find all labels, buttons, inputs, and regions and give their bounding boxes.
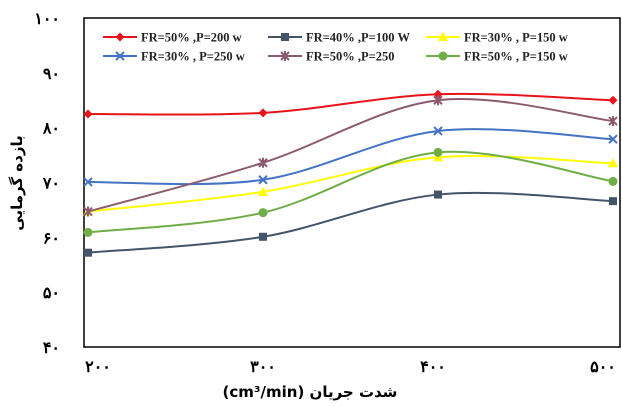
legend-label: FR=50% , P=150 w bbox=[464, 50, 568, 64]
y-tick-labels: ۴۰ ۵۰ ۶۰ ۷۰ ۸۰ ۹۰ ۱۰۰ bbox=[34, 9, 60, 357]
x-tick-label: ۵۰۰ bbox=[590, 357, 616, 376]
y-tick-label: ۶۰ bbox=[43, 228, 60, 247]
y-tick-label: ۸۰ bbox=[42, 119, 60, 138]
legend-item: FR=50% ,P=250 bbox=[268, 50, 395, 64]
data-point bbox=[608, 176, 618, 186]
data-point bbox=[608, 134, 618, 144]
legend: FR=50% ,P=200 w FR=40% ,P=100 W FR=30% , P… bbox=[103, 31, 568, 64]
legend-item: FR=30% , P=250 w bbox=[103, 50, 245, 64]
legend-marker bbox=[280, 51, 290, 61]
data-point bbox=[83, 109, 93, 119]
legend-marker bbox=[438, 51, 448, 61]
data-point bbox=[258, 186, 268, 196]
series-6 bbox=[83, 147, 618, 237]
data-point bbox=[433, 89, 443, 99]
series-2 bbox=[84, 190, 617, 257]
x-axis-title: شدت جریان (cm³/min) bbox=[223, 383, 398, 401]
legend-marker bbox=[115, 32, 125, 42]
data-point bbox=[258, 157, 268, 168]
legend-item: FR=40% ,P=100 W bbox=[268, 31, 410, 45]
series-1 bbox=[83, 89, 618, 119]
legend-marker bbox=[115, 51, 125, 61]
legend-item: FR=50% , P=150 w bbox=[426, 50, 568, 64]
data-point bbox=[83, 206, 93, 217]
series-line bbox=[87, 128, 614, 186]
data-point bbox=[83, 177, 93, 187]
legend-label: FR=30% , P=150 w bbox=[464, 31, 568, 45]
y-axis-title: بازده گرمایی bbox=[8, 135, 26, 230]
x-tick-label: ۲۰۰ bbox=[85, 357, 111, 376]
legend-marker bbox=[438, 32, 448, 41]
y-tick-label: ۴۰ bbox=[43, 338, 60, 357]
y-tick-label: ۹۰ bbox=[43, 64, 60, 83]
series-line bbox=[87, 154, 614, 213]
x-tick-label: ۴۰۰ bbox=[420, 357, 446, 376]
data-point bbox=[434, 190, 442, 199]
series-4 bbox=[83, 126, 618, 187]
data-point bbox=[608, 116, 618, 127]
data-point bbox=[433, 126, 443, 136]
legend-label: FR=50% ,P=200 w bbox=[141, 31, 242, 45]
legend-label: FR=50% ,P=250 bbox=[306, 50, 395, 64]
y-tick-label: ۷۰ bbox=[42, 174, 60, 193]
data-point bbox=[433, 147, 443, 157]
data-point bbox=[433, 95, 443, 106]
series-5 bbox=[83, 95, 618, 217]
data-point bbox=[83, 227, 93, 237]
data-point bbox=[609, 197, 617, 206]
legend-label: FR=40% ,P=100 W bbox=[306, 31, 410, 45]
data-point bbox=[258, 208, 268, 218]
x-tick-labels: ۲۰۰ ۳۰۰ ۴۰۰ ۵۰۰ bbox=[85, 357, 616, 376]
series-line bbox=[87, 191, 614, 254]
legend-item: FR=50% ,P=200 w bbox=[103, 31, 242, 45]
data-point bbox=[608, 158, 618, 168]
y-tick-label: ۱۰۰ bbox=[34, 9, 60, 28]
x-tick-label: ۳۰۰ bbox=[250, 357, 276, 376]
plot-area-frame bbox=[83, 17, 621, 348]
legend-marker bbox=[281, 33, 289, 41]
data-point bbox=[84, 248, 92, 257]
data-point bbox=[258, 108, 268, 118]
series-line bbox=[87, 150, 614, 234]
series-line bbox=[87, 98, 614, 213]
y-tick-label: ۵۰ bbox=[43, 283, 60, 302]
data-point bbox=[259, 232, 267, 241]
data-point bbox=[608, 95, 618, 105]
series-layer bbox=[83, 89, 618, 257]
data-point bbox=[258, 175, 268, 185]
legend-label: FR=30% , P=250 w bbox=[141, 50, 245, 64]
legend-item: FR=30% , P=150 w bbox=[426, 31, 568, 45]
series-line bbox=[87, 92, 614, 116]
